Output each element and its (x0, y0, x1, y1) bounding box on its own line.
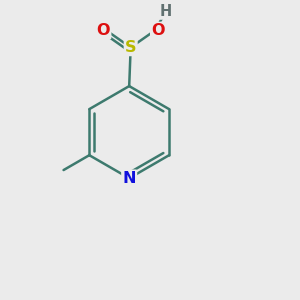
Text: O: O (151, 23, 165, 38)
Text: N: N (122, 171, 136, 186)
Text: H: H (160, 4, 172, 19)
Text: O: O (97, 23, 110, 38)
Text: S: S (125, 40, 136, 55)
